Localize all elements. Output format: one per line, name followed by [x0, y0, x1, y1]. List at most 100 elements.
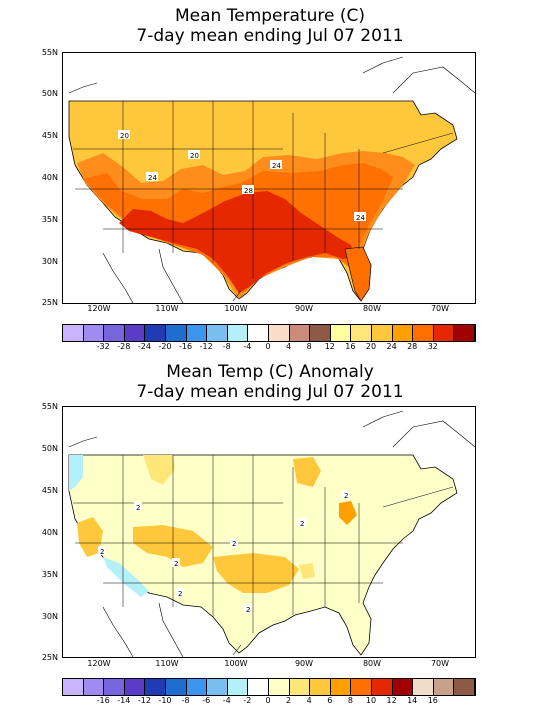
- map1-florida: [344, 246, 372, 302]
- map2-colorbar-label: 4: [306, 696, 312, 705]
- map1-zone-28: [119, 191, 355, 293]
- map2-lat-label: 50N: [41, 444, 58, 453]
- map1-colorbar-label: 4: [286, 342, 292, 351]
- map1-lat-label: 50N: [41, 89, 58, 98]
- map2-warm-5: [339, 501, 357, 525]
- map2-colorbar-swatch: [145, 679, 166, 695]
- map1-lat-label: 25N: [41, 298, 58, 307]
- map1-lat-label: 40N: [41, 173, 58, 182]
- map2-colorbar-label: -14: [117, 696, 131, 705]
- map1-colorbar-label: 32: [427, 342, 438, 351]
- map1-colorbar-swatch: [104, 325, 125, 341]
- map1-colorbar-label: 8: [306, 342, 312, 351]
- map2-colorbar-label: 6: [327, 696, 333, 705]
- map2-lat-label: 35N: [41, 570, 58, 579]
- map2-subtitle: 7-day mean ending Jul 07 2011: [136, 382, 404, 402]
- map1-colorbar-swatch: [310, 325, 331, 341]
- map1-colorbar-swatch: [83, 325, 105, 341]
- map2-lon-label: 70W: [430, 659, 450, 668]
- map1-contour-label: 28: [244, 187, 253, 195]
- map2-colorbar-label: -10: [158, 696, 172, 705]
- map2-colorbar-label: -12: [137, 696, 151, 705]
- map1-lon-label: 90W: [294, 304, 314, 313]
- map1-contour-label: 20: [190, 152, 199, 160]
- map1-title: Mean Temperature (C): [175, 6, 365, 26]
- map2-colorbar-swatch: [63, 679, 84, 695]
- map2-colorbar: [62, 678, 476, 696]
- map2-colorbar-swatch: [165, 679, 187, 695]
- map2-lat-label: 55N: [41, 402, 58, 411]
- map1-colorbar-swatch: [454, 325, 475, 341]
- map2-contour-label: 2: [246, 606, 250, 614]
- map1-colorbar-label: -16: [179, 342, 193, 351]
- map2-colorbar-label: 10: [365, 696, 377, 705]
- map2-colorbar-swatch: [83, 679, 105, 695]
- map2-lon-label: 110W: [155, 659, 179, 668]
- map1-colorbar-label: 16: [345, 342, 356, 351]
- map1-lat-label: 45N: [41, 131, 58, 140]
- map2-colorbar-label: -16: [96, 696, 110, 705]
- map1-contour-label: 24: [148, 174, 157, 182]
- map1-colorbar-swatch: [186, 325, 208, 341]
- map1-colorbar-label: -4: [243, 342, 252, 351]
- map1-colorbar-swatch: [227, 325, 249, 341]
- map2-colorbar-label: -4: [222, 696, 231, 705]
- map2-colorbar-swatch: [351, 679, 372, 695]
- map2-contour-label: 2: [344, 492, 348, 500]
- map2-warm-4: [293, 457, 321, 487]
- map1-label-layer: 20 20 24 24 28 24: [118, 130, 366, 222]
- map1-colorbar-swatch: [392, 325, 414, 341]
- map2-colorbar-swatch: [413, 679, 434, 695]
- map1-colorbar-label: -28: [117, 342, 131, 351]
- map2-colorbar-swatch: [124, 679, 146, 695]
- map2-colorbar-swatch: [289, 679, 311, 695]
- map1-colorbar-label: 28: [407, 342, 418, 351]
- map2-colorbar-swatch: [248, 679, 269, 695]
- map2-colorbar-swatch: [227, 679, 249, 695]
- map1-colorbar-swatch: [351, 325, 372, 341]
- map1-colorbar-label: 24: [386, 342, 397, 351]
- map2-contour-label: 2: [100, 548, 104, 556]
- map2-colorbar-swatch: [392, 679, 414, 695]
- map1-coastlines: [68, 56, 475, 303]
- map2-cool-nw: [69, 455, 83, 491]
- map2-lon-label: 100W: [224, 659, 248, 668]
- map2-colorbar-label: -2: [243, 696, 252, 705]
- map1-lon-label: 80W: [362, 304, 382, 313]
- map2-colorbar-swatch: [207, 679, 228, 695]
- map2-lat-label: 30N: [41, 612, 58, 621]
- map2-colorbar-swatch: [268, 679, 290, 695]
- map2-colorbar-label: 16: [427, 696, 438, 705]
- map1-colorbar-swatch: [371, 325, 393, 341]
- map1-contour-label: 20: [120, 132, 129, 140]
- map2-lat-label: 40N: [41, 528, 58, 537]
- map2-lon-label: 90W: [294, 659, 314, 668]
- map1-lat-label: 35N: [41, 215, 58, 224]
- map1-colorbar-swatch: [433, 325, 455, 341]
- map1-colorbar-swatch: [124, 325, 146, 341]
- map2-colorbar-swatch: [310, 679, 331, 695]
- map2-colorbar-label: 14: [407, 696, 418, 705]
- map1-colorbar-label: -8: [222, 342, 231, 351]
- map1-lat-label: 55N: [41, 48, 58, 57]
- map1-colorbar-swatch: [207, 325, 228, 341]
- map2-lon-label: 80W: [362, 659, 382, 668]
- map2-colorbar-labels: -16 -14 -12 -10 -8 -6 -4 -2 0 2 4 6 8 10 12 14 16: [62, 696, 474, 706]
- map2-colorbar-swatch: [330, 679, 352, 695]
- map2-svg: [68, 410, 475, 657]
- map1-colorbar-swatch: [330, 325, 352, 341]
- map2-lat-label: 25N: [41, 653, 58, 662]
- map2-colorbar-swatch: [186, 679, 208, 695]
- map2-contour-label: 2: [174, 560, 178, 568]
- map2-lon-label: 120W: [87, 659, 111, 668]
- map2-warm-7: [299, 563, 315, 579]
- map2-colorbar-label: 8: [347, 696, 353, 705]
- map1-colorbar-label: 0: [265, 342, 271, 351]
- map1-colorbar-swatch: [145, 325, 166, 341]
- map2-contour-label: 2: [232, 540, 236, 548]
- map2-cool-sw: [103, 557, 149, 597]
- map1-colorbar-labels: -32 -28 -24 -20 -16 -12 -8 -4 0 4 8 12 16 20 24 28 32: [62, 342, 474, 352]
- map2-colorbar-swatch: [454, 679, 475, 695]
- map2-colorbar-label: 12: [386, 696, 397, 705]
- map2-colorbar-swatch: [104, 679, 125, 695]
